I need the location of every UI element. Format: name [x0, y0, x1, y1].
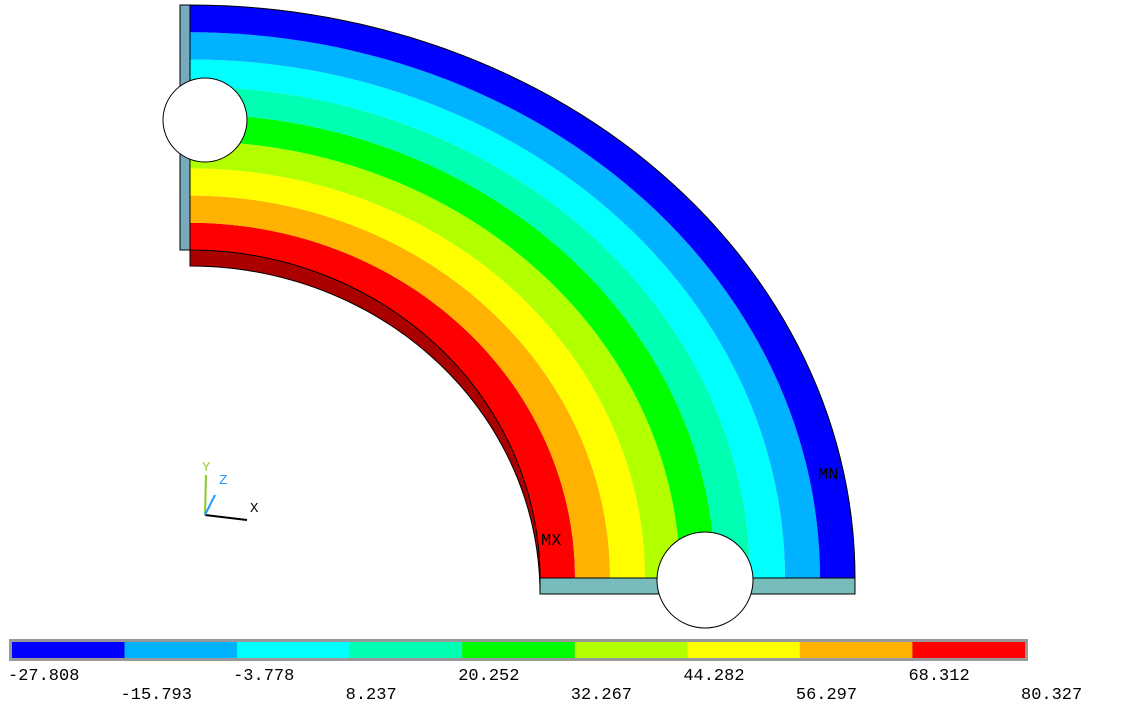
x-axis — [205, 515, 247, 520]
y-label: Y — [202, 460, 211, 476]
legend-label: -15.793 — [121, 686, 192, 705]
result-view: MX MN X Y Z -27.808 -15.793 -3.778 8.237 20.… — [0, 0, 1130, 710]
triad: X Y Z — [202, 460, 259, 520]
legend-label: 56.297 — [796, 686, 857, 705]
legend-swatch — [462, 642, 575, 658]
legend-swatch — [912, 642, 1025, 658]
legend: -27.808 -15.793 -3.778 8.237 20.252 32.267 44.… — [8, 639, 1082, 705]
legend-swatch — [800, 642, 913, 658]
min-label: MN — [818, 466, 838, 485]
y-axis — [205, 475, 206, 515]
legend-label: 44.282 — [683, 667, 744, 686]
legend-swatch — [237, 642, 350, 658]
max-label: MX — [541, 532, 561, 551]
legend-swatch — [125, 642, 238, 658]
legend-label: -3.778 — [233, 667, 294, 686]
legend-label: 8.237 — [346, 686, 397, 705]
z-axis — [205, 495, 215, 515]
legend-label: 80.327 — [1021, 686, 1082, 705]
legend-swatch — [12, 642, 125, 658]
legend-label: 68.312 — [908, 667, 969, 686]
legend-swatch — [687, 642, 800, 658]
hole — [163, 78, 247, 162]
model — [163, 5, 855, 628]
z-label: Z — [219, 473, 227, 489]
hole — [657, 532, 753, 628]
legend-label: -27.808 — [8, 667, 79, 686]
legend-swatch — [575, 642, 688, 658]
legend-swatch — [350, 642, 463, 658]
legend-label: 32.267 — [571, 686, 632, 705]
x-label: X — [250, 501, 259, 517]
legend-label: 20.252 — [458, 667, 519, 686]
